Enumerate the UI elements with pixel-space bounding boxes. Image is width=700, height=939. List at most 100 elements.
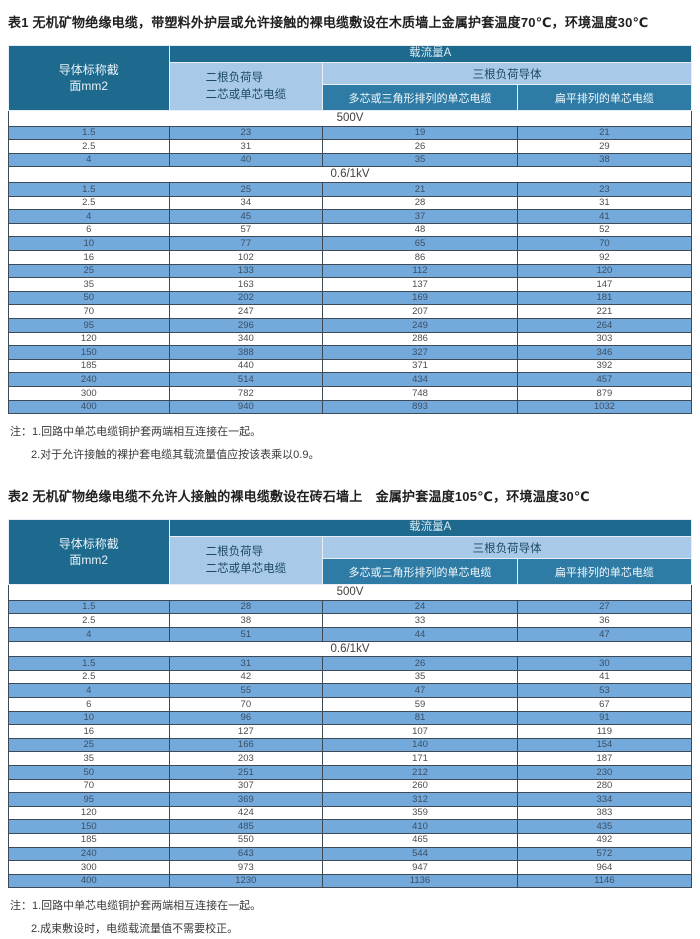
table-cell: 154 (516, 737, 693, 753)
table-cell: 307 (168, 778, 324, 794)
table-cell: 264 (516, 318, 693, 333)
table-cell: 6 (8, 697, 170, 712)
table-cell: 25 (8, 263, 170, 279)
header-conductor-section: 导体标称截 面mm2 (8, 45, 170, 111)
table-cell: 91 (516, 710, 693, 726)
table-cell: 41 (516, 209, 693, 224)
table-row: 70 247 207 221 (8, 304, 693, 319)
table1: 导体标称截 面mm2 载流量A 二根负荷导 二芯或单芯电缆 三根负荷导体 多芯或… (8, 45, 693, 415)
table-cell: 893 (322, 399, 518, 415)
table-cell: 286 (322, 331, 518, 347)
table-cell: 2.5 (8, 613, 170, 628)
table-cell: 16 (8, 724, 170, 739)
table-cell: 27 (516, 599, 693, 615)
table-cell: 102 (168, 250, 324, 265)
table-cell: 81 (322, 710, 518, 726)
table-cell: 31 (168, 139, 324, 154)
table2-notes: 注：1.回路中单芯电缆铜护套两端相互连接在一起。 2.成束敷设时，电缆载流量值不… (10, 897, 692, 936)
table-cell: 300 (8, 860, 170, 875)
table-cell: 95 (8, 792, 170, 807)
table-row: 1.5 23 19 21 (8, 125, 693, 141)
table-cell: 940 (168, 399, 324, 415)
table1-header: 导体标称截 面mm2 载流量A 二根负荷导 二芯或单芯电缆 三根负荷导体 多芯或… (8, 45, 693, 111)
table-cell: 95 (8, 318, 170, 333)
table-row: 2.5 42 35 41 (8, 669, 693, 685)
table-cell: 28 (168, 599, 324, 615)
table-row: 35 203 171 187 (8, 751, 693, 766)
table-cell: 392 (516, 358, 693, 374)
table-cell: 107 (322, 724, 518, 739)
table-cell: 572 (516, 846, 693, 862)
table-cell: 169 (322, 290, 518, 306)
table-cell: 947 (322, 860, 518, 875)
table-cell: 260 (322, 778, 518, 794)
table-cell: 249 (322, 318, 518, 333)
table-row: 25 166 140 154 (8, 737, 693, 753)
table-row: 10 96 81 91 (8, 710, 693, 726)
table-cell: 16 (8, 250, 170, 265)
table-cell: 25 (168, 182, 324, 197)
table-cell: 77 (168, 236, 324, 252)
table-cell: 70 (8, 304, 170, 319)
table-row: 400 940 893 1032 (8, 399, 693, 415)
table-cell: 1230 (168, 873, 324, 889)
table-cell: 185 (8, 832, 170, 848)
table-cell: 185 (8, 358, 170, 374)
table-cell: 137 (322, 277, 518, 292)
table-cell: 782 (168, 385, 324, 401)
table2-note-2: 2.成束敷设时，电缆载流量值不需要校正。 (31, 923, 239, 936)
table-cell: 35 (8, 277, 170, 292)
table-cell: 550 (168, 832, 324, 848)
table-cell: 70 (8, 778, 170, 794)
table-row: 4 40 35 38 (8, 152, 693, 168)
header-two-conductors: 二根负荷导 二芯或单芯电缆 (168, 62, 324, 111)
table-cell: 2.5 (8, 139, 170, 154)
table1-06-1kv-rows: 1.5 25 21 23 2.5 34 28 31 4 45 37 41 6 57 48 52 10 77 65 70… (8, 182, 693, 415)
table-cell: 42 (168, 669, 324, 685)
table-cell: 50 (8, 290, 170, 306)
section-06-1kv: 0.6/1kV (8, 166, 692, 184)
table-cell: 120 (8, 805, 170, 821)
table-cell: 964 (516, 860, 693, 875)
table-cell: 457 (516, 372, 693, 387)
table-cell: 10 (8, 236, 170, 252)
table-cell: 207 (322, 304, 518, 319)
table-cell: 400 (8, 399, 170, 415)
table-cell: 388 (168, 345, 324, 360)
table1-title: 表1 无机矿物绝缘电缆，带塑料外护层或允许接触的裸电缆敷设在木质墙上金属护套温度… (8, 15, 649, 30)
table-row: 95 296 249 264 (8, 318, 693, 333)
table-cell: 163 (168, 277, 324, 292)
table2-06-1kv-rows: 1.5 31 26 30 2.5 42 35 41 4 55 47 53 6 70 59 67 10 96 81 91… (8, 656, 693, 889)
table-row: 4 55 47 53 (8, 683, 693, 698)
section-500v-label: 500V (8, 584, 692, 601)
table-cell: 35 (322, 152, 518, 168)
table-cell: 67 (516, 697, 693, 712)
table2-title: 表2 无机矿物绝缘电缆不允许人接触的裸电缆敷设在砖石墙上 金属护套温度105℃，… (8, 489, 590, 505)
section-06-1kv-label: 0.6/1kV (8, 640, 692, 658)
table-cell: 23 (516, 182, 693, 197)
table-cell: 112 (322, 263, 518, 279)
table-cell: 424 (168, 805, 324, 821)
table-cell: 35 (322, 669, 518, 685)
table-cell: 53 (516, 683, 693, 698)
table-cell: 485 (168, 819, 324, 834)
table-cell: 340 (168, 331, 324, 347)
table-cell: 21 (322, 182, 518, 197)
table-cell: 2.5 (8, 195, 170, 211)
table2-note-1: 注：1.回路中单芯电缆铜护套两端相互连接在一起。 (10, 900, 262, 913)
table-cell: 359 (322, 805, 518, 821)
table-cell: 150 (8, 819, 170, 834)
table-cell: 52 (516, 222, 693, 238)
table-cell: 30 (516, 656, 693, 671)
table-cell: 303 (516, 331, 693, 347)
table-cell: 400 (8, 873, 170, 889)
table-row: 185 440 371 392 (8, 358, 693, 374)
table-cell: 369 (168, 792, 324, 807)
table-cell: 4 (8, 152, 170, 168)
table-cell: 973 (168, 860, 324, 875)
table1-notes: 注：1.回路中单芯电缆铜护套两端相互连接在一起。 2.对于允许接触的裸护套电缆其… (10, 423, 692, 462)
table-cell: 544 (322, 846, 518, 862)
table-cell: 514 (168, 372, 324, 387)
table-cell: 280 (516, 778, 693, 794)
